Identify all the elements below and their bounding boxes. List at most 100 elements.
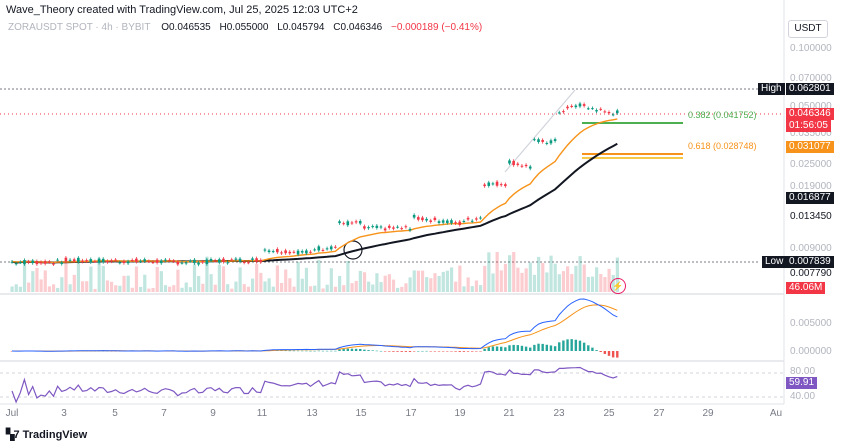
candle-body (14, 263, 18, 265)
candle-body (151, 262, 155, 264)
currency-selector[interactable]: USDT (788, 20, 828, 38)
macd-histogram-bar (470, 351, 474, 352)
time-tick: Jul (5, 408, 19, 419)
close-value: C0.046346 (333, 22, 383, 33)
candle-body (504, 184, 507, 187)
macd-histogram-bar (591, 347, 594, 351)
volume-bar (292, 286, 296, 292)
candle-body (516, 163, 520, 165)
candles (10, 101, 619, 267)
volume-bar (557, 274, 561, 292)
volume-bar (396, 287, 400, 292)
volume-bar (221, 266, 226, 292)
volume-bar (603, 276, 607, 292)
candle-body (139, 260, 142, 262)
macd-histogram-bar (309, 350, 312, 352)
macd-histogram-bar (412, 351, 416, 352)
candle-body (205, 259, 209, 265)
candle-body (553, 139, 557, 142)
tradingview-logo-icon: ▚7 (6, 429, 20, 441)
macd-histogram-bar (553, 346, 557, 351)
macd-histogram-bar (487, 347, 490, 351)
low-value-tag: 0.007839 (786, 256, 834, 268)
macd-histogram-bar (570, 339, 573, 351)
volume-bar (491, 273, 495, 292)
volume-bar (532, 274, 537, 292)
macd-histogram-bar (334, 350, 337, 352)
volume-bar (333, 286, 338, 292)
volume-bar (445, 270, 450, 292)
candle-body (222, 258, 225, 262)
volume-bar (89, 266, 93, 292)
macd-histogram-bar (433, 351, 437, 352)
volume-bar (495, 252, 499, 292)
candle-body (155, 259, 159, 263)
candle-body (305, 250, 308, 254)
candle-body (176, 261, 180, 265)
macd-histogram-bar (346, 348, 350, 351)
macd-histogram-bar (508, 345, 511, 351)
alert-icon[interactable]: ⚡ (610, 278, 626, 294)
time-tick: 29 (702, 408, 714, 419)
price-tick: 0.035000 (790, 128, 832, 139)
price-tick: 0.050000 (790, 101, 832, 112)
time-tick: 13 (306, 408, 318, 419)
time-tick: 25 (603, 408, 615, 419)
price-tick: 0.100000 (790, 43, 832, 54)
macd-histogram-bar (296, 350, 300, 352)
candle-body (578, 103, 582, 107)
volume-bar (338, 275, 342, 292)
volume-bar (155, 266, 159, 292)
fib-382-label: 0.382 (0.041752) (688, 110, 757, 120)
macd-histogram-bar (354, 348, 358, 351)
macd-histogram-bar (330, 350, 333, 352)
volume-bar (470, 286, 474, 292)
volume-bar (14, 284, 18, 292)
volume-bar (391, 279, 396, 292)
candle-body (60, 262, 64, 264)
candle-body (375, 225, 379, 228)
volume-bar (433, 273, 437, 292)
volume-bar (93, 288, 97, 292)
volume-bar (462, 286, 466, 292)
macd-histogram-bar (317, 350, 320, 352)
volume-bar (561, 271, 566, 292)
candle-body (251, 258, 254, 260)
volume-bar (72, 274, 76, 292)
candle-body (101, 258, 105, 263)
macd-histogram-bar (301, 350, 304, 352)
ema-value-tag: 0.031077 (786, 141, 834, 153)
time-tick: 11 (256, 408, 268, 419)
candle-body (429, 220, 433, 222)
macd-series (10, 298, 619, 358)
volume-bar (263, 281, 267, 292)
candle-body (404, 226, 408, 228)
candle-body (85, 260, 88, 262)
candle-body (350, 222, 354, 224)
candle-body (524, 164, 528, 167)
volume-bar (60, 277, 64, 292)
symbol-label[interactable]: ZORAUSDT SPOT · 4h · BYBIT (8, 22, 151, 33)
volume-bar (126, 275, 130, 292)
brand-name: TradingView (22, 428, 88, 441)
macd-tick: 0.000000 (790, 346, 832, 357)
fib-618-label: 0.618 (0.028748) (688, 141, 757, 151)
candle-body (458, 221, 462, 225)
candle-body (118, 262, 122, 264)
volume-bar (512, 252, 516, 292)
volume-bar (520, 272, 524, 292)
volume-bar (39, 279, 43, 292)
macd-histogram-bar (367, 350, 370, 351)
candle-body (400, 228, 404, 230)
candle-body (238, 258, 242, 262)
candle-body (313, 249, 316, 251)
volume-bar (420, 270, 425, 292)
volume-bar (238, 267, 242, 292)
candle-body (114, 259, 117, 261)
price-tick: 0.070000 (790, 73, 832, 84)
volume-bar (250, 278, 255, 292)
volume-bar (317, 260, 321, 292)
macd-histogram-bar (491, 346, 495, 351)
volume-bar (483, 265, 487, 292)
